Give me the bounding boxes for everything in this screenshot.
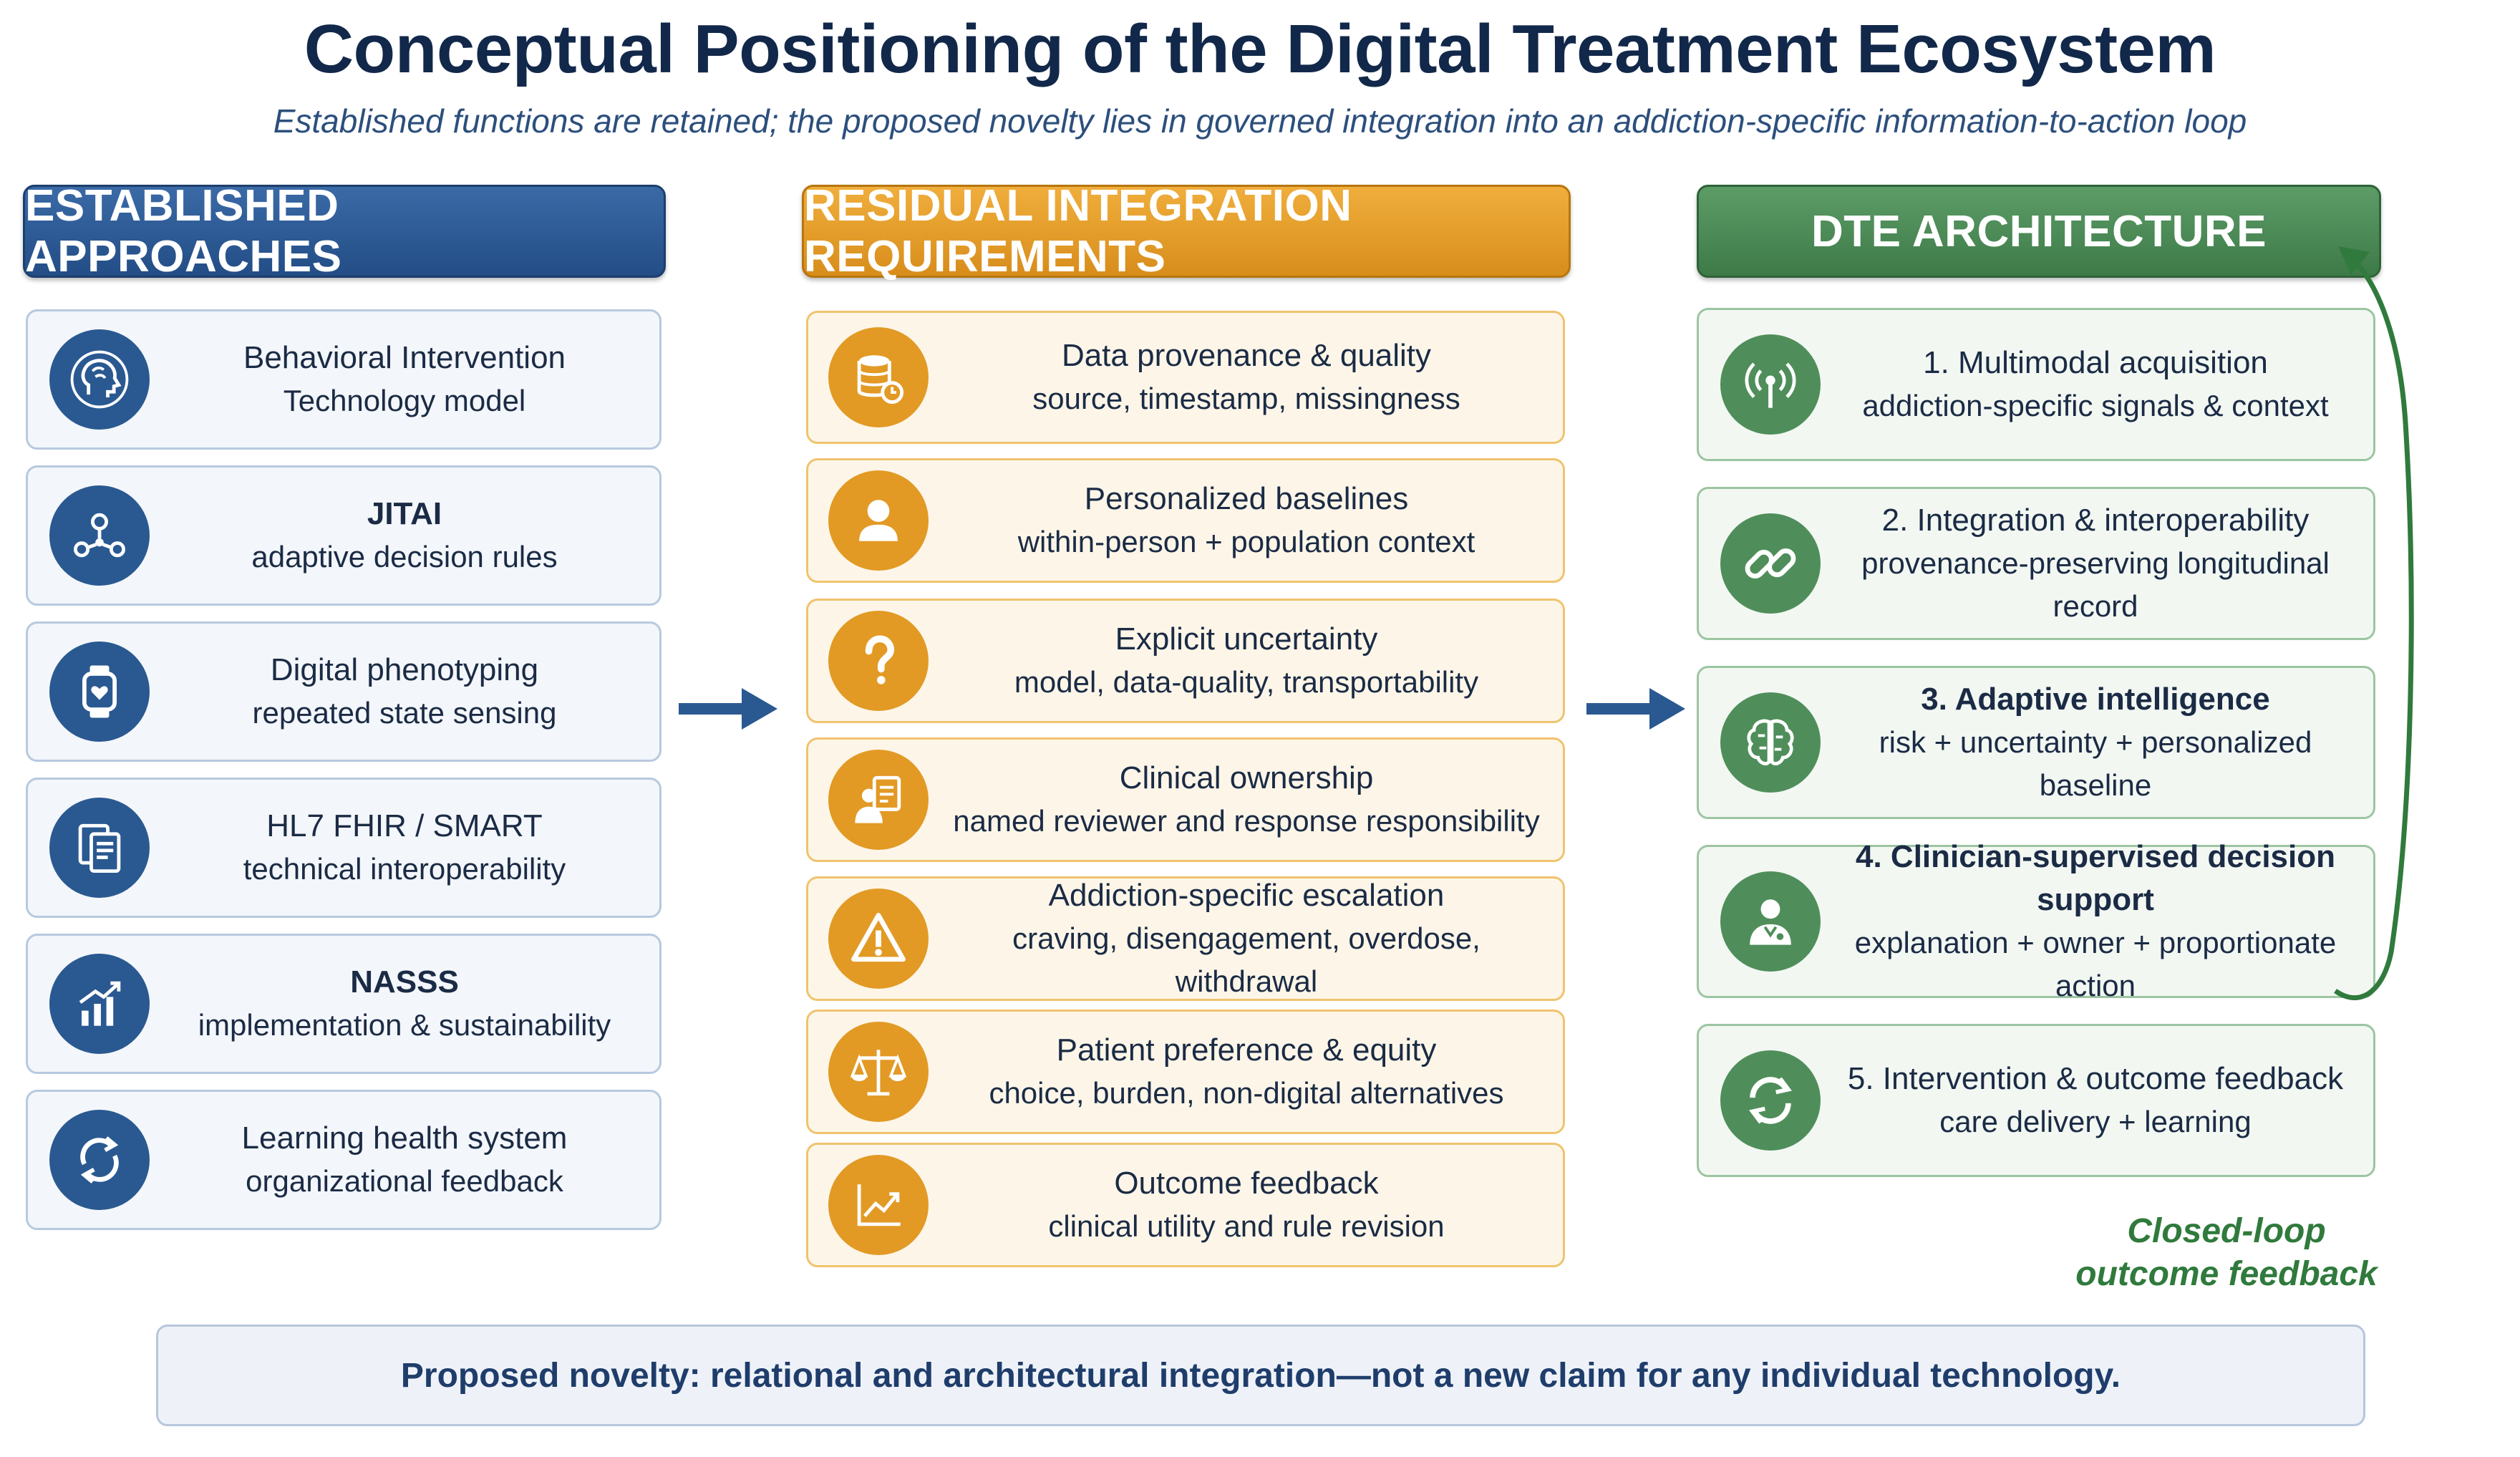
card-title: 2. Integration & interoperability [1881, 503, 2310, 538]
card-title: Outcome feedback [1114, 1166, 1379, 1201]
card-subtitle: provenance-preserving longitudinal recor… [1861, 546, 2330, 623]
card-title: NASSS [350, 964, 459, 999]
feedback-loop-arrow-icon [2334, 246, 2414, 1001]
link-icon [1720, 513, 1821, 614]
growth-chart-icon [49, 954, 150, 1054]
established-card-jitai: JITAI adaptive decision rules [26, 465, 662, 606]
card-title: JITAI [367, 496, 442, 531]
dte-card-integration-interoperability: 2. Integration & interoperability proven… [1697, 487, 2375, 640]
smartwatch-heart-icon [49, 642, 150, 742]
residual-card-addiction-escalation: Addiction-specific escalation craving, d… [806, 876, 1565, 1001]
card-subtitle: organizational feedback [246, 1164, 563, 1198]
warning-icon [828, 889, 929, 989]
dte-card-adaptive-intelligence: 3. Adaptive intelligence risk + uncertai… [1697, 666, 2375, 819]
established-card-bit-model: Behavioral Intervention Technology model [26, 309, 662, 450]
card-subtitle: repeated state sensing [252, 696, 557, 730]
balance-scale-icon [828, 1022, 929, 1122]
signal-antenna-icon [1720, 334, 1821, 435]
database-clock-icon [828, 327, 929, 427]
residual-card-data-provenance: Data provenance & quality source, timest… [806, 311, 1565, 444]
card-subtitle: craving, disengagement, overdose, withdr… [1012, 921, 1480, 998]
card-title: 1. Multimodal acquisition [1923, 345, 2268, 380]
card-subtitle: addiction-specific signals & context [1862, 389, 2329, 422]
card-title: 4. Clinician-supervised decision support [1856, 839, 2335, 917]
residual-card-clinical-ownership: Clinical ownership named reviewer and re… [806, 737, 1565, 862]
card-subtitle: source, timestamp, missingness [1032, 382, 1460, 415]
loop-label-line: outcome feedback [2075, 1255, 2378, 1293]
card-title: Personalized baselines [1084, 481, 1409, 516]
residual-card-explicit-uncertainty: Explicit uncertainty model, data-quality… [806, 599, 1565, 723]
card-title: Patient preference & equity [1056, 1032, 1437, 1068]
card-title: 5. Intervention & outcome feedback [1847, 1061, 2344, 1096]
established-card-digital-phenotyping: Digital phenotyping repeated state sensi… [26, 621, 662, 762]
residual-card-personalized-baselines: Personalized baselines within-person + p… [806, 458, 1565, 583]
card-subtitle: explanation + owner + proportionate acti… [1854, 926, 2337, 1002]
dte-architecture-header: DTE ARCHITECTURE [1697, 185, 2381, 278]
card-subtitle: technical interoperability [243, 852, 566, 886]
card-title: Clinical ownership [1119, 760, 1374, 795]
established-card-nasss: NASSS implementation & sustainability [26, 934, 662, 1074]
novelty-footer: Proposed novelty: relational and archite… [156, 1325, 2365, 1426]
documents-icon [49, 798, 150, 898]
page-subtitle: Established functions are retained; the … [273, 102, 2247, 140]
arrow-right-icon [1586, 688, 1685, 730]
card-subtitle: adaptive decision rules [251, 540, 558, 573]
card-title: Behavioral Intervention [243, 340, 566, 375]
refresh-icon [1720, 1050, 1821, 1151]
residual-card-outcome-feedback: Outcome feedback clinical utility and ru… [806, 1143, 1565, 1267]
dte-card-multimodal-acquisition: 1. Multimodal acquisition addiction-spec… [1697, 308, 2375, 461]
card-subtitle: Technology model [283, 384, 526, 417]
page-title: Conceptual Positioning of the Digital Tr… [304, 11, 2216, 87]
loop-label-line: Closed-loop [2127, 1212, 2326, 1250]
card-title: HL7 FHIR / SMART [266, 808, 543, 843]
card-subtitle: clinical utility and rule revision [1048, 1209, 1445, 1243]
card-title: Digital phenotyping [270, 652, 539, 687]
person-icon [828, 470, 929, 571]
arrow-right-icon [679, 688, 777, 730]
card-title: Data provenance & quality [1061, 338, 1432, 373]
card-subtitle: risk + uncertainty + personalized baseli… [1879, 725, 2312, 802]
card-subtitle: implementation & sustainability [198, 1008, 611, 1042]
closed-loop-label: Closed-loop outcome feedback [2062, 1210, 2391, 1296]
trend-chart-icon [828, 1155, 929, 1255]
established-approaches-header: ESTABLISHED APPROACHES [23, 181, 666, 281]
card-subtitle: model, data-quality, transportability [1014, 665, 1479, 699]
dte-card-clinician-decision-support: 4. Clinician-supervised decision support… [1697, 839, 2375, 1002]
dte-card-intervention-outcome-feedback: 5. Intervention & outcome feedback care … [1697, 1024, 2375, 1177]
card-subtitle: care delivery + learning [1939, 1105, 2252, 1138]
established-card-learning-health-system: Learning health system organizational fe… [26, 1090, 662, 1230]
card-subtitle: choice, burden, non-digital alternatives [989, 1076, 1504, 1110]
network-nodes-icon [49, 485, 150, 586]
card-title: Learning health system [241, 1120, 568, 1156]
card-subtitle: named reviewer and response responsibili… [953, 804, 1540, 838]
card-subtitle: within-person + population context [1017, 525, 1475, 558]
residual-card-patient-preference: Patient preference & equity choice, burd… [806, 1010, 1565, 1134]
brain-head-icon [49, 329, 150, 430]
residual-requirements-header: RESIDUAL INTEGRATION REQUIREMENTS [802, 181, 1571, 281]
cycle-arrows-icon [49, 1110, 150, 1210]
clinician-document-icon [828, 750, 929, 850]
established-card-hl7-fhir: HL7 FHIR / SMART technical interoperabil… [26, 778, 662, 918]
question-mark-icon [828, 611, 929, 711]
brain-icon [1720, 692, 1821, 793]
card-title: 3. Adaptive intelligence [1921, 682, 2270, 717]
card-title: Addiction-specific escalation [1048, 878, 1445, 913]
card-title: Explicit uncertainty [1115, 621, 1378, 657]
clinician-icon [1720, 871, 1821, 972]
